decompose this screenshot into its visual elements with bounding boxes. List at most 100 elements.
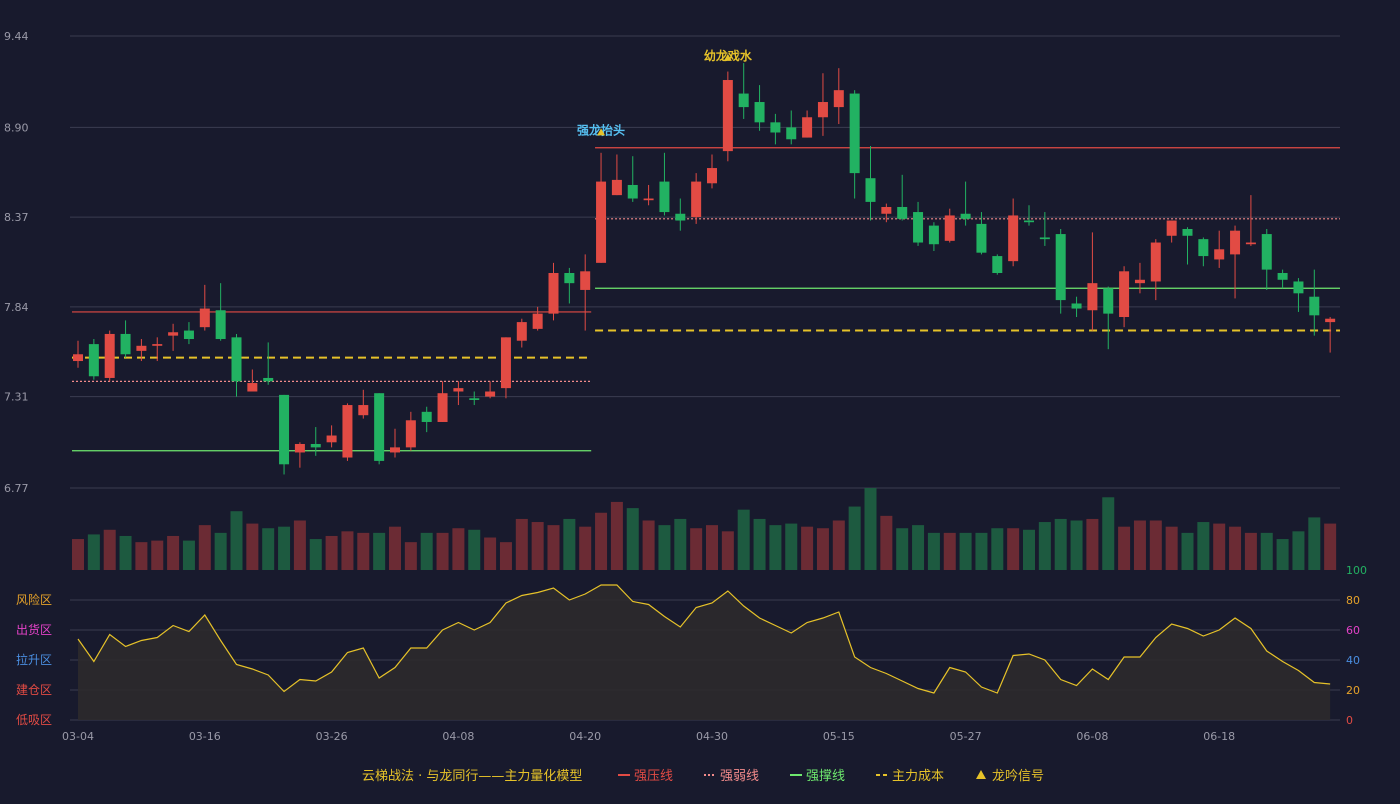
volume-bar [198,525,211,570]
candle-body [279,394,290,465]
legend-item-label: 主力成本 [892,769,944,784]
price-tick-label: 7.31 [4,391,29,404]
candle-body [643,198,654,201]
zone-label: 风险区 [16,592,52,607]
volume-bar [373,532,386,570]
legend: 云梯战法 · 与龙同行——主力量化模型 强压线 强弱线 强撑线 主力成本 龙吟信号 [362,768,1044,784]
volume-bar [420,532,433,570]
volume-bar [246,523,259,570]
volume-bar [912,525,925,570]
volume-bar [547,525,560,570]
volume-bar [531,522,544,570]
volume-bar [278,526,291,570]
indicator-tick-label: 60 [1346,624,1360,637]
candle-body [247,383,258,392]
volume-bar [214,532,227,570]
volume-bar [927,532,940,570]
candle-body [627,184,638,199]
volume-bar [1118,526,1131,570]
candle-body [548,273,559,314]
volume-bar [1324,523,1337,570]
volume-bar [1102,497,1115,570]
candle-body [310,443,321,448]
volume-bar [595,512,608,570]
candle-body [1103,288,1114,314]
candle-body [136,345,147,351]
candle-body [1230,230,1241,255]
volume-bar [404,542,417,570]
x-tick-label: 04-20 [569,730,601,743]
volume-bar [1133,520,1146,570]
volume-group [72,488,1337,570]
price-tick-label: 9.44 [4,30,29,43]
volume-bar [880,515,893,570]
candle-body [215,310,226,340]
price-tick-label: 8.90 [4,121,29,134]
volume-bar [151,540,164,570]
candle-body [358,405,369,416]
x-tick-label: 05-27 [950,730,982,743]
volume-bar [626,508,639,570]
candle-body [485,391,496,397]
candle-body [1182,228,1193,236]
x-tick-label: 03-16 [189,730,221,743]
volume-bar [816,528,829,570]
candle-body [738,93,749,108]
volume-bar [1213,523,1226,570]
candle-body [120,333,131,355]
volume-bar [1276,539,1289,570]
candle-body [516,322,527,341]
volume-bar [658,525,671,570]
candle-body [532,313,543,329]
volume-bar [103,529,116,570]
candle-body [897,206,908,219]
volume-bar [1149,520,1162,570]
candle-body [992,256,1003,274]
volume-bar [72,539,84,570]
candle-body [294,443,305,453]
price-tick-label: 8.37 [4,211,29,224]
volume-bar [991,528,1004,570]
candle-body [833,90,844,108]
x-tick-label: 04-30 [696,730,728,743]
candle-body [73,354,83,362]
x-tick-label: 03-04 [62,730,94,743]
volume-bar [499,542,512,570]
volume-bar [436,532,449,570]
volume-bar [1292,531,1305,570]
volume-bar [959,532,972,570]
candles-group [73,63,1336,475]
volume-bar [182,540,195,570]
candle-body [374,393,385,461]
candle-body [1039,237,1050,240]
candle-body [865,178,876,202]
volume-bar [1054,518,1067,570]
indicator-line [77,584,1331,694]
candle-body [1309,296,1320,316]
price-tick-label: 7.84 [4,301,29,314]
volume-bar [563,518,576,570]
volume-bar [1086,518,1099,570]
volume-bar [943,532,956,570]
candle-body [1119,271,1130,318]
volume-bar [610,501,623,570]
volume-bar [642,520,655,570]
volume-bar [468,529,481,570]
candle-body [691,181,702,218]
candle-body [437,393,448,422]
volume-bar [1197,522,1210,570]
candle-body [580,271,591,290]
candle-body [849,93,860,174]
candle-body [817,102,828,118]
candle-body [1008,215,1019,262]
volume-bar [484,537,497,570]
candle-body [770,122,781,133]
volume-bar [515,518,528,570]
volume-bar [87,534,100,570]
candle-body [326,435,337,443]
candle-body [104,333,115,378]
x-tick-label: 04-08 [442,730,474,743]
candle-body [88,344,99,377]
candle-body [564,273,575,284]
volume-bar [737,509,750,570]
